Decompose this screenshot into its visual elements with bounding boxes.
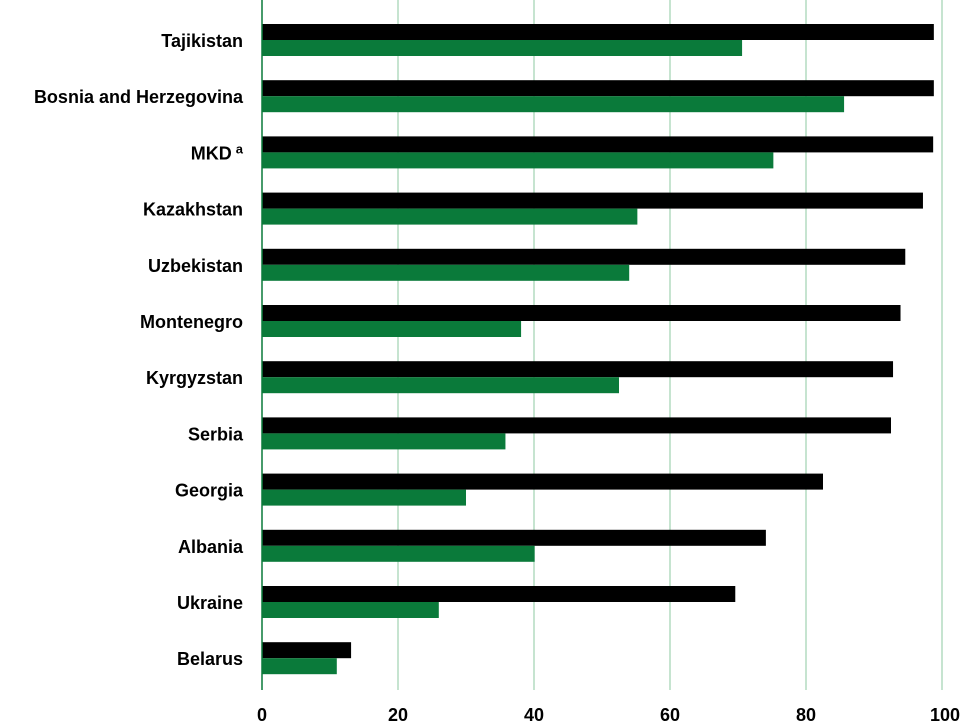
category-label: Montenegro — [140, 312, 243, 332]
bar-serbia-series-1 — [262, 417, 891, 434]
bar-albania-series-2 — [262, 545, 535, 562]
bar-ukraine-series-1 — [262, 586, 736, 602]
bar-ukraine-series-2 — [262, 602, 439, 618]
bar-mkd-series-1 — [262, 136, 934, 153]
bar-kyrgyzstan-series-1 — [262, 361, 894, 378]
category-label: Georgia — [175, 481, 244, 501]
bar-uzbekistan-series-2 — [262, 264, 630, 281]
bar-georgia-series-2 — [262, 489, 466, 506]
bar-georgia-series-1 — [262, 473, 823, 490]
bar-uzbekistan-series-1 — [262, 248, 906, 265]
category-label: MKD a — [191, 141, 244, 163]
category-label: Belarus — [177, 649, 243, 669]
x-tick-label: 100 — [930, 705, 960, 725]
bar-montenegro-series-2 — [262, 321, 522, 337]
x-tick-label: 40 — [524, 705, 544, 725]
bar-serbia-series-2 — [262, 433, 506, 450]
category-label: Ukraine — [177, 593, 243, 613]
bar-kazakhstan-series-1 — [262, 192, 923, 209]
category-label: Serbia — [188, 424, 244, 444]
x-tick-labels: 0 20 40 60 80 100 — [257, 705, 960, 725]
bar-tajikistan-series-2 — [262, 40, 743, 56]
bar-belarus-series-1 — [262, 642, 352, 659]
category-label: Tajikistan — [161, 31, 243, 51]
bar-tajikistan-series-1 — [262, 24, 934, 40]
x-tick-label: 0 — [257, 705, 267, 725]
category-labels: Tajikistan Bosnia and Herzegovina MKD a Kaza… — [34, 31, 244, 669]
bar-kyrgyzstan-series-2 — [262, 377, 619, 394]
x-tick-label: 20 — [388, 705, 408, 725]
bar-mkd-series-2 — [262, 152, 774, 169]
x-tick-label: 60 — [660, 705, 680, 725]
x-tick-label: 80 — [796, 705, 816, 725]
bar-albania-series-1 — [262, 529, 766, 546]
category-label: Kyrgyzstan — [146, 368, 243, 388]
category-label: Uzbekistan — [148, 256, 243, 276]
gridlines — [397, 0, 943, 690]
category-label: Albania — [178, 537, 244, 557]
category-label: Bosnia and Herzegovina — [34, 87, 244, 107]
bars — [262, 24, 934, 675]
bar-bosnia-and-herzegovina-series-1 — [262, 80, 934, 97]
bar-bosnia-and-herzegovina-series-2 — [262, 96, 845, 113]
bar-kazakhstan-series-2 — [262, 208, 638, 225]
category-label: Kazakhstan — [143, 200, 243, 220]
bar-belarus-series-2 — [262, 658, 337, 675]
bar-montenegro-series-1 — [262, 305, 901, 321]
